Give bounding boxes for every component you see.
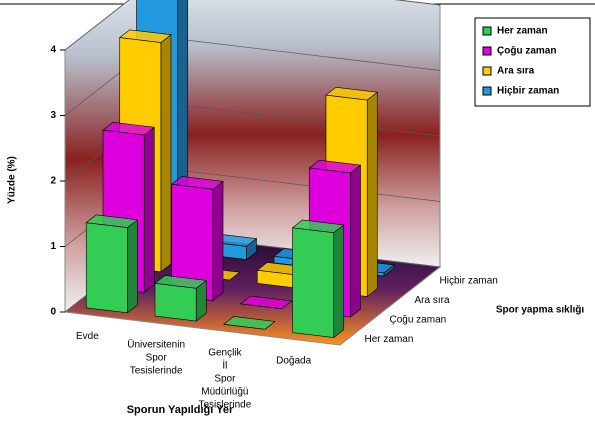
- z-tick-label: Hiçbir zaman: [440, 275, 498, 286]
- y-tick-label: 1: [50, 241, 56, 252]
- bar: [239, 295, 293, 310]
- y-tick-label: 0: [50, 307, 56, 318]
- bar-side: [127, 219, 138, 314]
- legend-label: Ara sıra: [497, 66, 535, 77]
- bar-side: [212, 180, 224, 302]
- y-tick-label: 2: [50, 176, 56, 187]
- z-axis-label: Spor yapma sıklığı: [496, 305, 585, 316]
- z-tick-label: Ara sıra: [415, 295, 450, 306]
- bar-top: [118, 29, 172, 43]
- bar: [291, 219, 345, 339]
- x-tick-label: Gençlik İl Spor Müdürlüğü Tesislerinde: [198, 347, 251, 410]
- legend-label: Hiçbir zaman: [497, 86, 559, 97]
- legend-swatch: [482, 86, 492, 96]
- x-axis-label: Sporun Yapıldığı Yer: [127, 404, 234, 416]
- bar-top: [85, 214, 139, 228]
- plot-area: 0 1 2 3 4 Evde Üniversitenin Spor Tesislerinde Ge…: [50, 0, 498, 410]
- bar-top: [222, 316, 276, 330]
- bar-side: [143, 126, 155, 293]
- bar-side: [160, 34, 172, 273]
- legend-items: Her zaman Çoğu zaman Ara sıra Hiçbir zaman: [482, 26, 559, 97]
- x-tick-label: Evde: [76, 331, 99, 342]
- legend-swatch: [482, 66, 492, 76]
- y-axis-label: Yüzde (%): [7, 156, 18, 204]
- x-tick-label: Üniversitenin Spor Tesislerinde: [127, 338, 185, 376]
- bar-top: [325, 86, 379, 101]
- x-tick-label: Doğada: [276, 356, 311, 367]
- legend: [474, 17, 591, 107]
- bar-side: [350, 164, 361, 318]
- z-tick-label: Her zaman: [365, 334, 414, 345]
- bar-top: [291, 219, 345, 234]
- bar: [170, 176, 224, 302]
- bar-side: [366, 91, 378, 298]
- bar-side: [333, 224, 345, 339]
- legend-label: Her zaman: [497, 26, 548, 37]
- bar-front: [292, 227, 335, 338]
- bar: [222, 316, 276, 330]
- grid-line: [64, 0, 441, 51]
- legend-label: Çoğu zaman: [497, 46, 556, 57]
- bar: [85, 214, 139, 314]
- bar-top: [154, 275, 208, 289]
- legend-swatch: [482, 26, 492, 36]
- y-tick-label: 4: [50, 45, 56, 56]
- bar-top: [170, 176, 224, 190]
- bar-front: [85, 222, 128, 314]
- bar-front: [154, 282, 197, 322]
- bar-top: [308, 159, 362, 174]
- bar: [154, 275, 208, 322]
- bar-top: [102, 121, 156, 136]
- y-tick-label: 3: [50, 110, 56, 121]
- legend-swatch: [482, 46, 492, 56]
- z-tick-label: Çoğu zaman: [390, 314, 447, 325]
- bar-top: [239, 295, 293, 310]
